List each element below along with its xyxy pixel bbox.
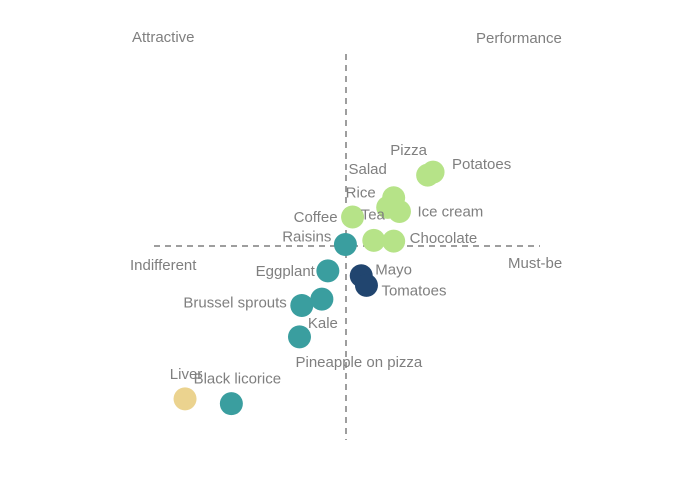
point-label-pizza: Pizza (390, 142, 427, 159)
point-label-pineapple-on-pizza: Pineapple on pizza (295, 354, 422, 371)
point-potatoes (421, 160, 445, 184)
point-raisins (333, 232, 357, 256)
point-kale (310, 287, 334, 311)
point-tea (362, 228, 386, 252)
point-black-licorice (219, 392, 243, 416)
point-label-coffee: Coffee (294, 209, 338, 226)
quadrant-label-indifferent: Indifferent (130, 257, 197, 274)
data-points (173, 160, 445, 416)
point-label-eggplant: Eggplant (256, 263, 316, 280)
point-label-ice-cream: Ice cream (417, 203, 483, 220)
point-label-black-licorice: Black licorice (194, 371, 282, 388)
point-label-mayo: Mayo (375, 262, 412, 279)
quadrant-label-attractive: Attractive (132, 29, 195, 46)
point-label-potatoes: Potatoes (452, 156, 511, 173)
point-label-rice: Rice (346, 184, 376, 201)
point-label-kale: Kale (308, 315, 338, 332)
point-pineapple-on-pizza (287, 325, 311, 349)
point-ice-cream (387, 199, 411, 223)
point-label-tomatoes: Tomatoes (381, 282, 446, 299)
point-label-liver: Liver (170, 366, 203, 383)
point-label-brussel-sprouts: Brussel sprouts (183, 294, 286, 311)
point-tomatoes (354, 273, 378, 297)
point-brussel-sprouts (290, 293, 314, 317)
point-liver (173, 387, 197, 411)
point-labels: Pizza Potatoes Salad Rice Ice cream Coffee Tea… (170, 142, 511, 388)
point-chocolate (382, 229, 406, 253)
quadrant-label-must-be: Must-be (508, 255, 562, 272)
point-label-raisins: Raisins (282, 228, 331, 245)
quadrant-label-performance: Performance (476, 30, 562, 47)
point-coffee (341, 205, 365, 229)
point-label-salad: Salad (348, 161, 386, 178)
point-eggplant (316, 259, 340, 283)
point-label-chocolate: Chocolate (410, 230, 478, 247)
point-label-tea: Tea (361, 206, 386, 223)
